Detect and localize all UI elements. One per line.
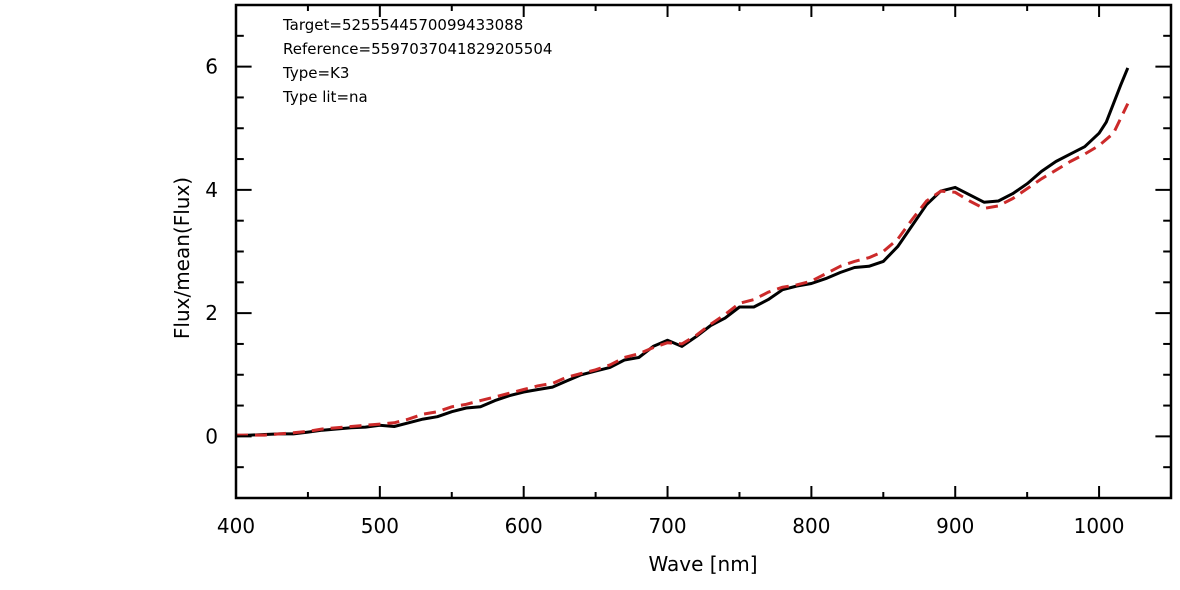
x-tick-label: 800 <box>792 514 830 538</box>
annotation-line: Reference=5597037041829205504 <box>283 40 552 58</box>
x-tick-label: 700 <box>648 514 686 538</box>
dashed-series-line <box>236 102 1130 437</box>
chart-marks <box>235 67 1130 438</box>
annotation-line: Type=K3 <box>282 64 349 82</box>
x-axis-title: Wave [nm] <box>648 552 757 576</box>
x-tick-label: 500 <box>361 514 399 538</box>
axis-ticks <box>235 4 1172 499</box>
x-tick-label: 400 <box>217 514 255 538</box>
y-tick-label: 6 <box>205 55 218 79</box>
annotations: Target=5255544570099433088 Reference=5597… <box>282 16 552 106</box>
y-tick-label: 4 <box>205 178 218 202</box>
annotation-line: Type lit=na <box>282 88 368 106</box>
y-tick-label: 2 <box>205 301 218 325</box>
x-tick-label: 600 <box>505 514 543 538</box>
y-tick-label: 0 <box>205 424 218 448</box>
tick-labels: 400 500 600 700 800 900 1000 0 2 4 6 <box>205 55 1124 538</box>
x-tick-label: 900 <box>936 514 974 538</box>
solid-series-line <box>235 67 1130 438</box>
annotation-line: Target=5255544570099433088 <box>282 16 523 34</box>
y-axis-title: Flux/mean(Flux) <box>170 177 194 339</box>
x-tick-label: 1000 <box>1074 514 1125 538</box>
